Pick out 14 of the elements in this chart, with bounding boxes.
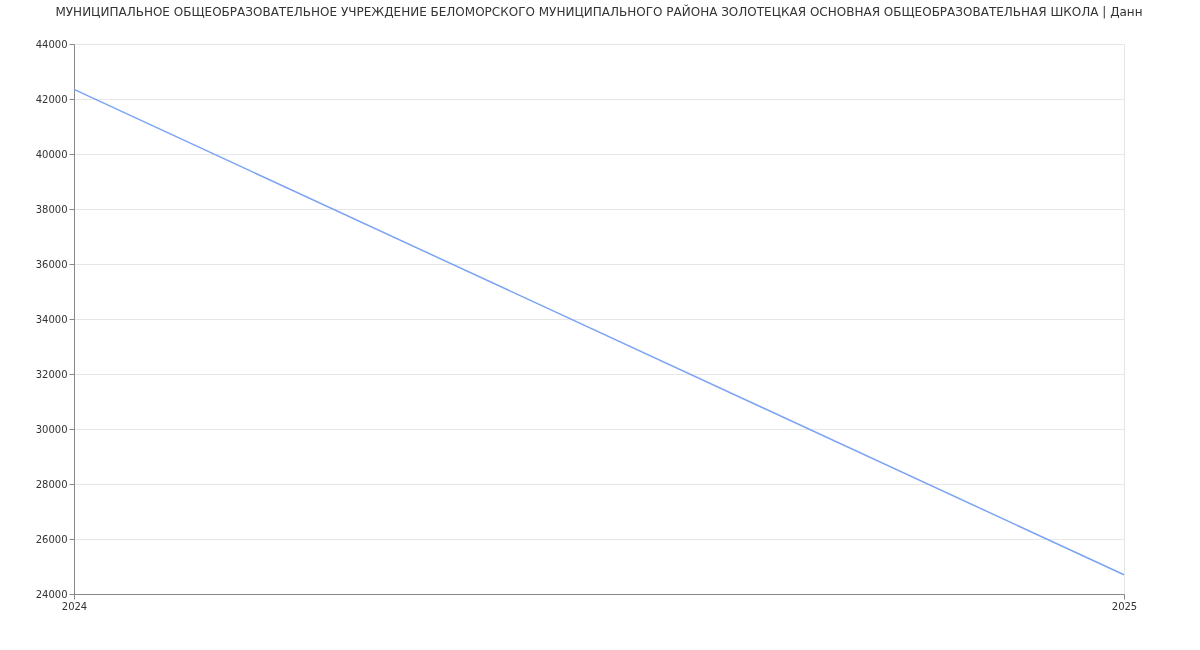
x-tick-label: 2025 [1111, 600, 1138, 612]
chart-title: МУНИЦИПАЛЬНОЕ ОБЩЕОБРАЗОВАТЕЛЬНОЕ УЧРЕЖДЕНИЕ БЕЛОМОРСКОГО МУНИЦИПАЛЬНОГО РАЙОНА ЗОЛОТЕЦКАЯ ОСНОВНАЯ ОБЩЕОБРАЗОВАТЕЛЬНАЯ ШКОЛА | Данн [55, 4, 1143, 19]
y-tick-label: 32000 [35, 368, 68, 380]
y-tick-label: 38000 [35, 203, 68, 215]
y-tick-label: 34000 [35, 313, 68, 325]
x-tick-label: 2024 [61, 600, 88, 612]
y-tick-label: 36000 [35, 258, 68, 270]
y-tick-label: 44000 [35, 38, 68, 50]
y-tick-label: 28000 [35, 478, 68, 490]
y-tick-label: 24000 [35, 588, 68, 600]
y-tick-label: 30000 [35, 423, 68, 435]
y-tick-label: 26000 [35, 533, 68, 545]
y-tick-label: 40000 [35, 148, 68, 160]
y-tick-label: 42000 [35, 93, 68, 105]
